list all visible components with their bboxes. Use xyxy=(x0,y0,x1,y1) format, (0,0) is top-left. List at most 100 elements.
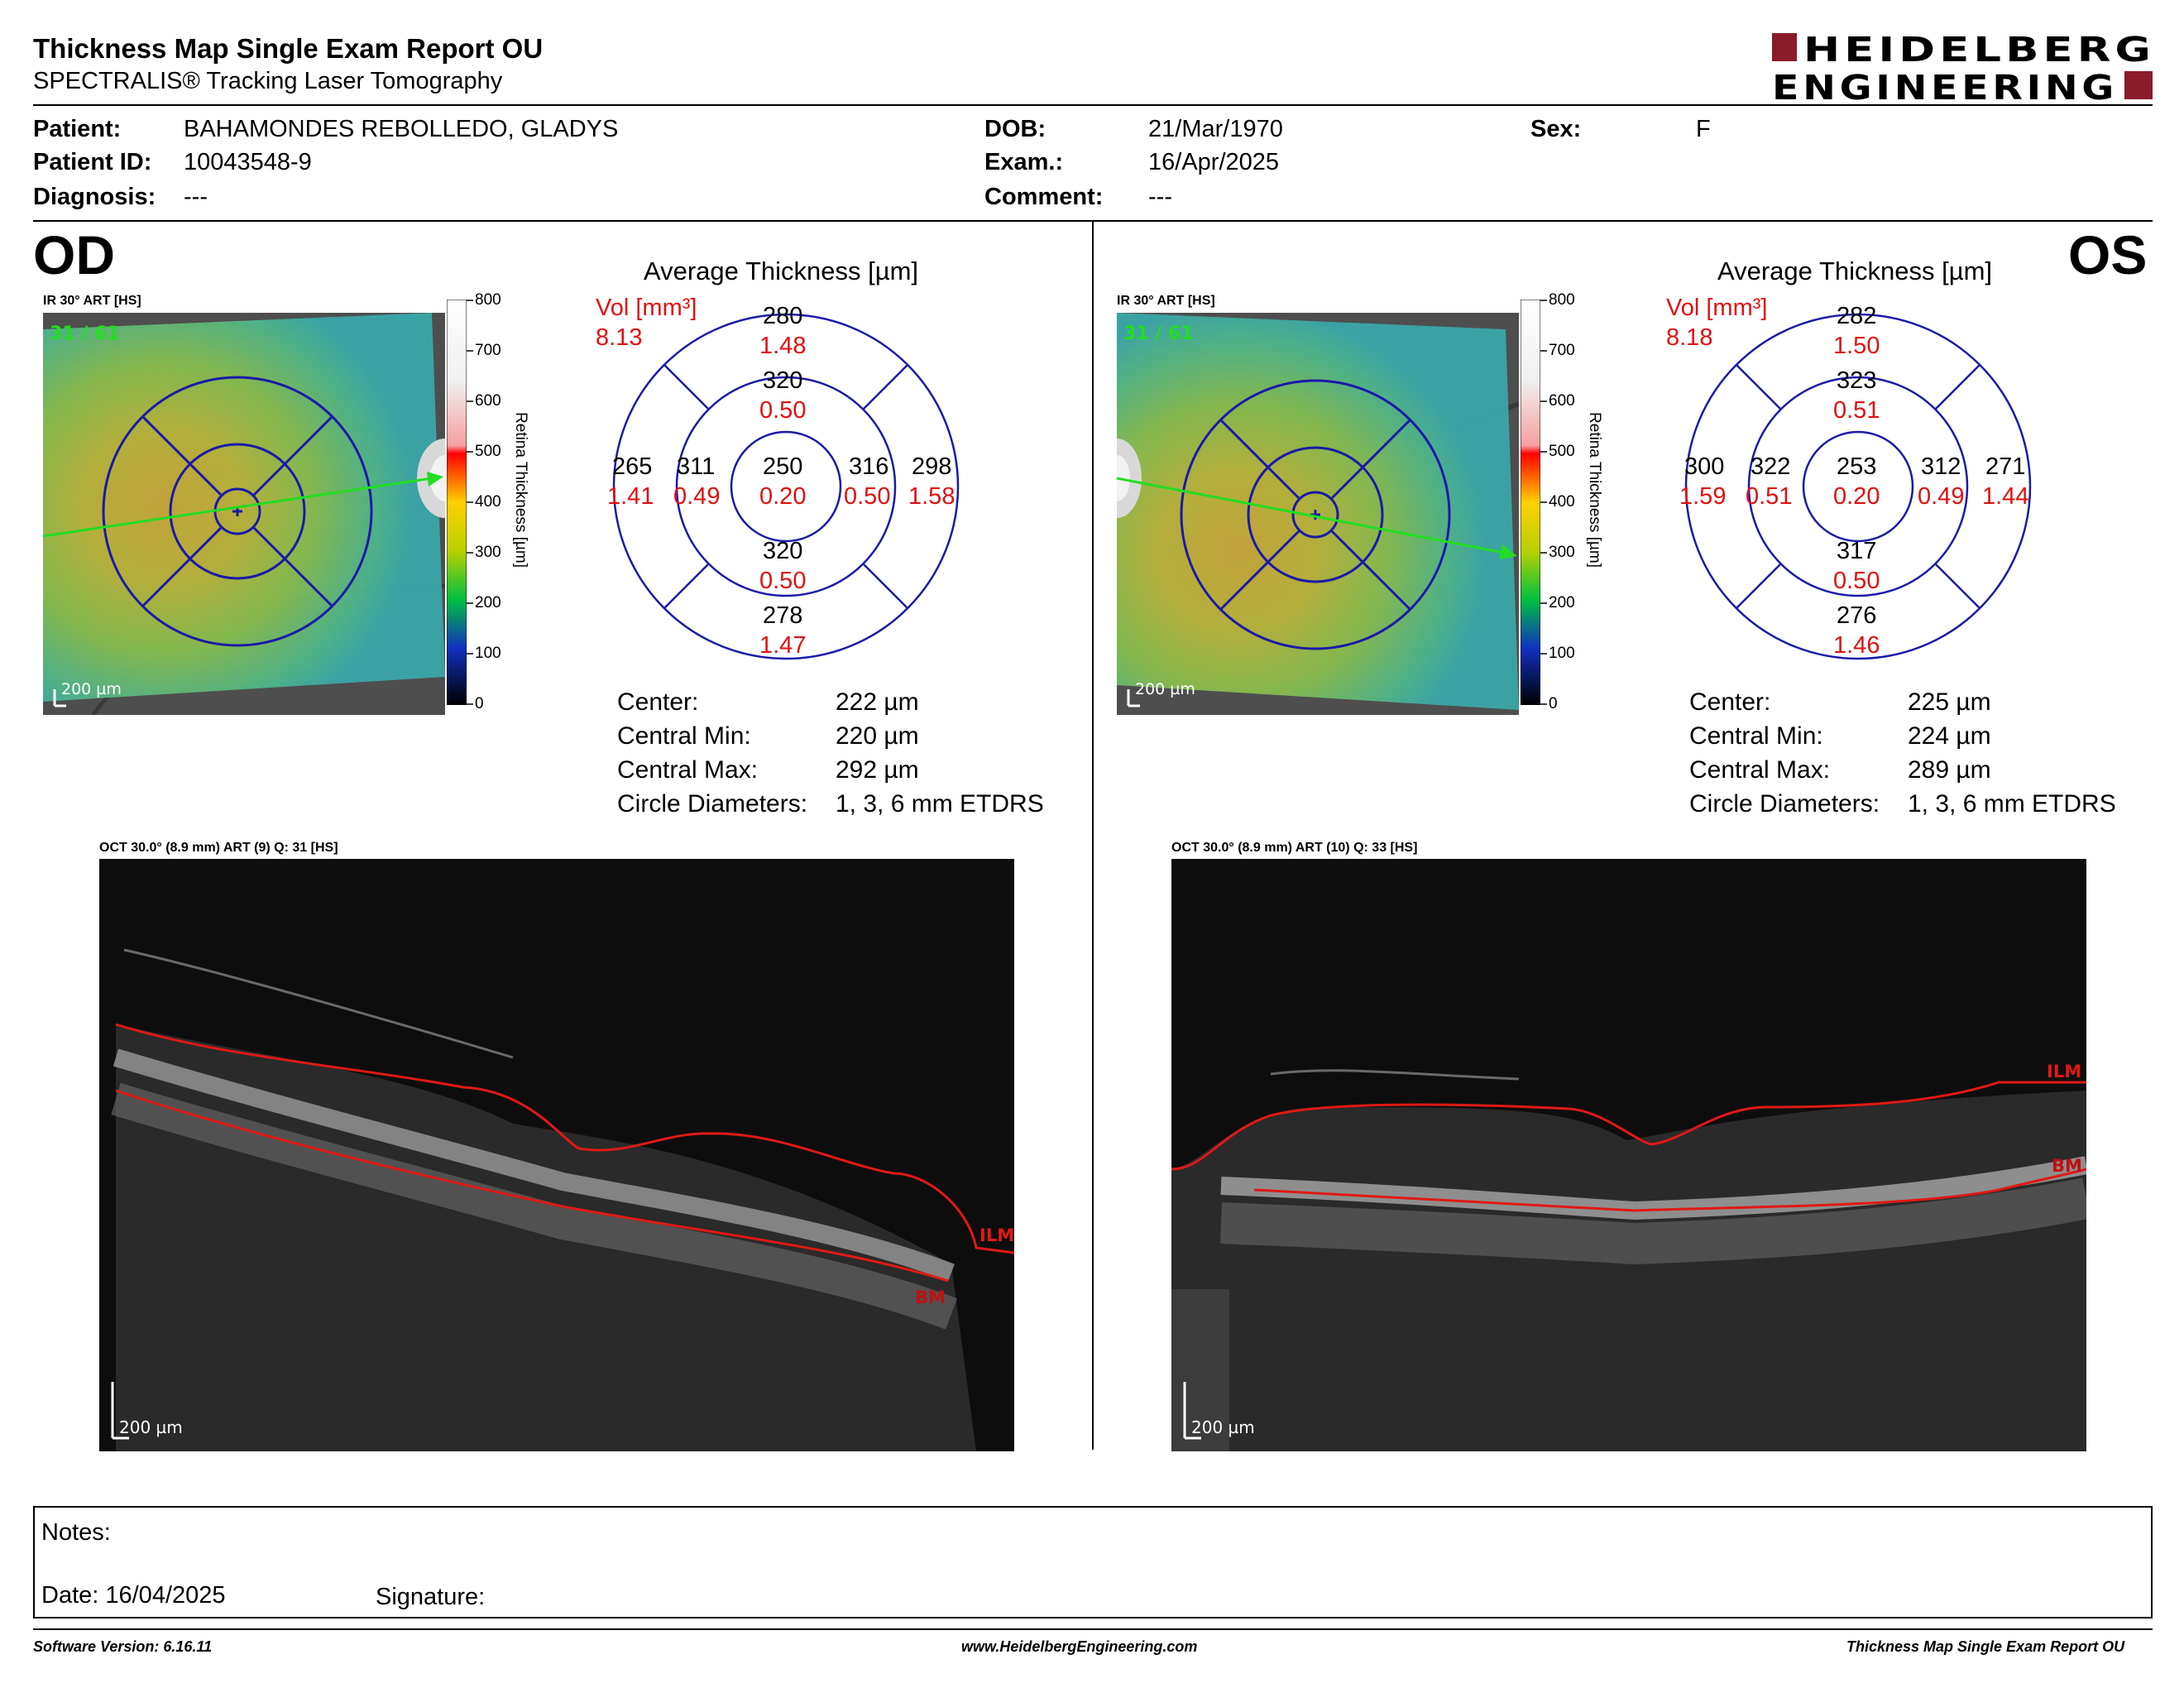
os-inner-superior-volume: 0.51 xyxy=(1833,397,1880,424)
os-scale-tick-600: 600 xyxy=(1549,392,1575,410)
os-scale-tick-200: 200 xyxy=(1549,594,1575,611)
od-scale-tick-0: 0 xyxy=(475,695,484,712)
footer-report-name: Thickness Map Single Exam Report OU xyxy=(1846,1638,2125,1655)
od-inner-right-thickness: 316 xyxy=(849,453,889,480)
od-scale-title: Retina Thickness [µm] xyxy=(512,412,529,568)
od-oct-scalebar: 200 µm xyxy=(119,1417,183,1437)
dob-label: DOB: xyxy=(984,116,1046,142)
os-outer-inferior-volume: 1.46 xyxy=(1833,632,1880,659)
exam-label: Exam.: xyxy=(984,149,1064,175)
od-outer-left-thickness: 265 xyxy=(612,453,653,480)
os-scale-tick-800: 800 xyxy=(1549,291,1575,309)
od-scale-tick-600: 600 xyxy=(475,392,501,410)
od-outer-right-thickness: 298 xyxy=(912,453,952,480)
os-inner-superior-thickness: 323 xyxy=(1837,367,1877,394)
os-etdrs-grid xyxy=(1668,296,2048,677)
os-scale-tick-700: 700 xyxy=(1549,342,1575,359)
patient-id: 10043548-9 xyxy=(184,149,312,175)
od-inner-right-volume: 0.50 xyxy=(844,483,891,510)
os-outer-right-thickness: 271 xyxy=(1985,453,2026,480)
od-stat-circle-diameters-value: 1, 3, 6 mm ETDRS xyxy=(836,790,1044,818)
date-label: Date: 16/04/2025 xyxy=(41,1582,226,1609)
od-inner-left-thickness: 311 xyxy=(677,453,716,480)
od-chart-title: Average Thickness [µm] xyxy=(644,257,919,285)
os-center-thickness: 253 xyxy=(1837,453,1877,480)
od-vol-total: 8.13 xyxy=(596,324,643,351)
os-stat-central-min-label: Central Min: xyxy=(1689,722,1823,750)
os-vol-total: 8.18 xyxy=(1666,324,1713,351)
od-colorbar-ticks xyxy=(467,300,475,705)
od-etdrs-grid xyxy=(596,296,976,677)
os-scale-tick-300: 300 xyxy=(1549,544,1575,561)
os-fundus-caption: IR 30° ART [HS] xyxy=(1117,294,1215,308)
software-version: Software Version: 6.16.11 xyxy=(33,1638,213,1655)
od-scale-tick-700: 700 xyxy=(475,342,501,359)
od-outer-left-volume: 1.41 xyxy=(607,483,654,510)
os-stat-circle-diameters-value: 1, 3, 6 mm ETDRS xyxy=(1908,790,2116,818)
od-fundus-scalebar: 200 µm xyxy=(61,680,122,698)
os-center-volume: 0.20 xyxy=(1833,483,1880,510)
od-fundus-counter: 31 / 61 xyxy=(50,324,120,344)
os-thickness-colorbar xyxy=(1520,299,1541,706)
os-inner-inferior-volume: 0.50 xyxy=(1833,568,1880,594)
od-outer-right-volume: 1.58 xyxy=(908,483,956,510)
exam-date: 16/Apr/2025 xyxy=(1148,149,1280,175)
diagnosis-label: Diagnosis: xyxy=(33,184,156,210)
os-inner-left-volume: 0.51 xyxy=(1746,483,1793,510)
eye-divider xyxy=(1092,222,1094,1450)
os-fundus-counter: 31 / 61 xyxy=(1123,324,1194,344)
os-oct-scalebar: 200 µm xyxy=(1191,1417,1255,1437)
od-outer-inferior-thickness: 278 xyxy=(763,602,803,629)
od-stat-circle-diameters-label: Circle Diameters: xyxy=(617,790,808,818)
os-scale-tick-500: 500 xyxy=(1549,443,1575,460)
od-stat-central-max-value: 292 µm xyxy=(836,756,919,784)
logo-line1: HEIDELBERG xyxy=(1803,30,2155,70)
os-inner-inferior-thickness: 317 xyxy=(1837,538,1877,564)
od-stat-center-value: 222 µm xyxy=(836,688,919,716)
od-inner-inferior-volume: 0.50 xyxy=(759,568,807,594)
od-bm-label: BM xyxy=(915,1288,946,1307)
notes-label: Notes: xyxy=(41,1519,111,1546)
od-vol-label: Vol [mm³] xyxy=(596,295,697,321)
sex-value: F xyxy=(1696,116,1711,142)
od-center-thickness: 250 xyxy=(763,453,803,480)
header-divider xyxy=(33,104,2153,106)
os-oct-caption: OCT 30.0° (8.9 mm) ART (10) Q: 33 [HS] xyxy=(1171,841,1418,855)
patient-id-label: Patient ID: xyxy=(33,149,152,175)
os-outer-inferior-thickness: 276 xyxy=(1837,602,1877,629)
os-inner-right-volume: 0.49 xyxy=(1918,483,1965,510)
od-eye-label: OD xyxy=(33,224,115,285)
od-oct-caption: OCT 30.0° (8.9 mm) ART (9) Q: 31 [HS] xyxy=(99,841,338,855)
od-scale-tick-500: 500 xyxy=(475,443,501,460)
report-subtitle: SPECTRALIS® Tracking Laser Tomography xyxy=(33,68,503,94)
signature-label: Signature: xyxy=(376,1584,486,1610)
website-link: www.HeidelbergEngineering.com xyxy=(961,1638,1198,1655)
diagnosis-value: --- xyxy=(184,184,208,210)
od-outer-superior-volume: 1.48 xyxy=(759,333,807,359)
patient-divider xyxy=(33,220,2153,222)
patient-name: BAHAMONDES REBOLLEDO, GLADYS xyxy=(184,116,619,142)
od-scale-tick-100: 100 xyxy=(475,645,501,662)
os-outer-left-volume: 1.59 xyxy=(1679,483,1727,510)
od-stat-central-min-label: Central Min: xyxy=(617,722,751,750)
heidelberg-logo: HEIDELBERG ENGINEERING xyxy=(1772,30,2157,108)
os-stat-circle-diameters-label: Circle Diameters: xyxy=(1689,790,1880,818)
os-scale-tick-0: 0 xyxy=(1549,695,1558,712)
os-chart-title: Average Thickness [µm] xyxy=(1717,257,1993,285)
os-stat-center-value: 225 µm xyxy=(1908,688,1991,716)
os-outer-right-volume: 1.44 xyxy=(1982,483,2029,510)
od-fundus-caption: IR 30° ART [HS] xyxy=(43,294,141,308)
od-outer-superior-thickness: 280 xyxy=(763,303,803,329)
od-ilm-label: ILM xyxy=(979,1225,1014,1245)
os-scale-title: Retina Thickness [µm] xyxy=(1586,412,1603,568)
sex-label: Sex: xyxy=(1530,116,1582,142)
os-fundus-scalebar: 200 µm xyxy=(1135,680,1195,698)
logo-line2: ENGINEERING xyxy=(1772,68,2118,104)
os-inner-right-thickness: 312 xyxy=(1921,453,1961,480)
os-bm-label: BM xyxy=(2052,1156,2082,1176)
od-stat-central-min-value: 220 µm xyxy=(836,722,919,750)
od-thickness-colorbar xyxy=(446,299,467,706)
od-oct-bscan: ILM BM 200 µm xyxy=(99,859,1014,1451)
os-stat-center-label: Center: xyxy=(1689,688,1771,716)
od-scale-tick-400: 400 xyxy=(475,493,501,511)
